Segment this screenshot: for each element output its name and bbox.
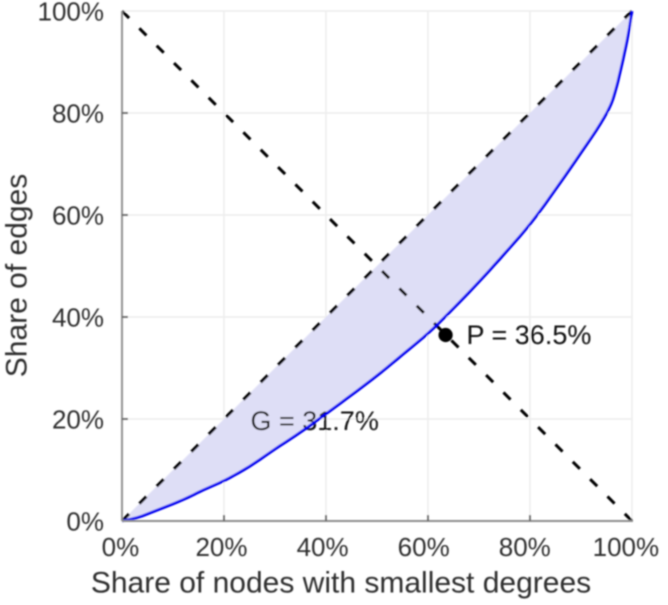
- svg-text:40%: 40%: [297, 532, 349, 562]
- svg-text:20%: 20%: [195, 532, 247, 562]
- svg-text:100%: 100%: [593, 532, 660, 562]
- svg-text:20%: 20%: [52, 405, 104, 435]
- svg-text:80%: 80%: [499, 532, 551, 562]
- svg-text:P = 36.5%: P = 36.5%: [467, 320, 592, 350]
- svg-text:Share of nodes with smallest d: Share of nodes with smallest degrees: [91, 567, 591, 600]
- svg-text:60%: 60%: [52, 201, 104, 231]
- svg-text:0%: 0%: [102, 532, 140, 562]
- svg-text:Share of edges: Share of edges: [1, 174, 34, 377]
- svg-text:60%: 60%: [398, 532, 450, 562]
- svg-text:40%: 40%: [52, 303, 104, 333]
- svg-text:0%: 0%: [66, 507, 104, 537]
- svg-text:80%: 80%: [52, 99, 104, 129]
- svg-text:100%: 100%: [38, 0, 105, 27]
